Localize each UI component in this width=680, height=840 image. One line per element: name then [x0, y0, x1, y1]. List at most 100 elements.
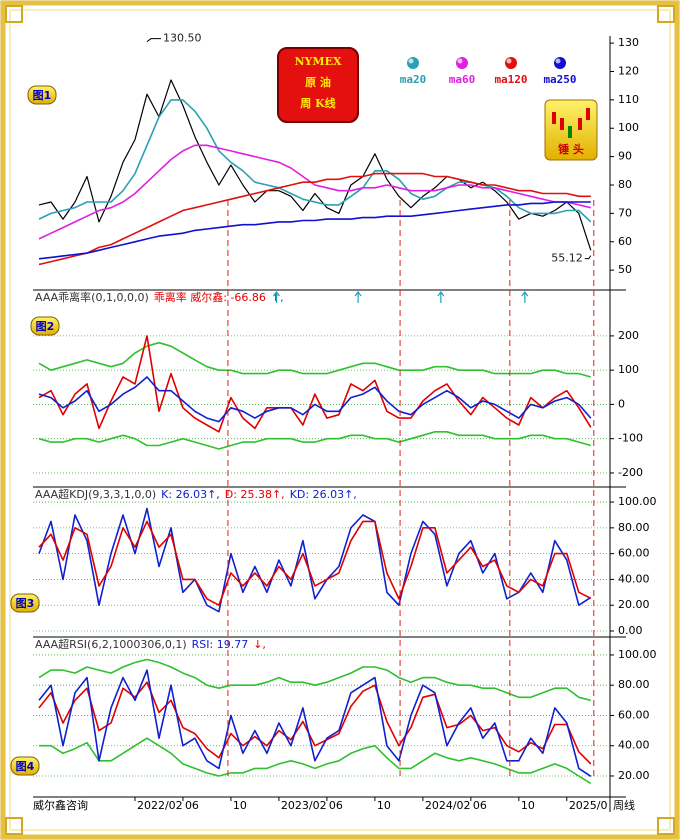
title-line: 原 油: [305, 75, 331, 89]
panel-badge: [27, 85, 57, 105]
x-tick-label: 2022/02: [137, 799, 183, 812]
y-tick-label: 40.00: [618, 739, 650, 752]
legend-label: ma250: [543, 73, 576, 86]
layer: 5060708090100110120130图1130.5055.12NYMEX…: [10, 32, 657, 812]
y-tick-label: 80.00: [618, 521, 650, 534]
header-item: KD: 26.03↑,: [290, 488, 357, 501]
series-line: [38, 669, 592, 777]
x-tick-label: 2025/0: [569, 799, 608, 812]
y-tick-label: -100: [618, 432, 643, 445]
legend-ball-shine: [457, 58, 463, 64]
x-axis-note: 周线: [613, 798, 635, 812]
legend-label: ma20: [400, 73, 427, 86]
panel-badge: [10, 756, 40, 776]
legend-ball: [505, 57, 517, 69]
icon-candle: [578, 118, 582, 130]
legend-label: ma60: [449, 73, 476, 86]
title-line: 周 K线: [300, 96, 335, 110]
series-line: [38, 431, 592, 450]
x-tick-label: 10: [521, 799, 535, 812]
series-line: [38, 201, 591, 260]
annotation-pointer: [146, 38, 161, 43]
header-item: 乖离率 威尔鑫: -66.86: [154, 290, 266, 304]
x-tick-label: 2023/02: [281, 799, 327, 812]
y-tick-label: 100: [618, 363, 639, 376]
series-line: [38, 376, 592, 423]
panel-label: 图4: [16, 760, 35, 773]
frame-inner: [9, 9, 671, 831]
x-tick-label: 10: [233, 799, 247, 812]
price-line: [38, 79, 592, 251]
y-tick-label: 100: [618, 121, 639, 134]
icon-candle: [568, 126, 572, 138]
header-name: AAA超KDJ(9,3,3,1,0,0): [35, 487, 156, 501]
panel-header: AAA乖离率(0,1,0,0,0) 乖离率 威尔鑫: -66.86 ↑,: [35, 290, 284, 304]
signal-arrow: [437, 291, 445, 303]
y-tick-label: 60.00: [618, 547, 650, 560]
y-tick-label: 20.00: [618, 598, 650, 611]
legend-ball: [407, 57, 419, 69]
panel-label: 图1: [33, 89, 52, 102]
series-line: [38, 172, 591, 266]
y-tick-label: 80.00: [618, 678, 650, 691]
panel-badge: [30, 316, 60, 336]
y-tick-label: 70: [618, 206, 632, 219]
y-tick-label: 90: [618, 150, 632, 163]
y-tick-label: 120: [618, 64, 639, 77]
panel-label: 图3: [16, 597, 35, 610]
y-tick-label: 60: [618, 235, 632, 248]
x-tick-label: 2024/02: [425, 799, 471, 812]
legend-ball: [456, 57, 468, 69]
header-name: AAA乖离率(0,1,0,0,0): [35, 290, 149, 304]
series-line: [39, 737, 592, 785]
icon-label: 锤 头: [558, 142, 584, 156]
panel-badge: [10, 593, 40, 613]
title-line: NYMEX: [294, 55, 341, 68]
signal-arrow: [354, 291, 362, 303]
header-name: AAA超RSI(6,2,1000306,0,1): [35, 637, 187, 651]
panel-label: 图2: [36, 320, 55, 333]
series-line: [38, 658, 591, 702]
series-line: [38, 335, 592, 433]
header-item: RSI: 19.77: [192, 638, 249, 651]
legend-ball-shine: [408, 58, 414, 64]
x-tick-label: 10: [377, 799, 391, 812]
corner-ornaments: [5, 5, 675, 835]
y-tick-label: 0: [618, 397, 625, 410]
y-tick-label: -200: [618, 466, 643, 479]
y-tick-label: 130: [618, 36, 639, 49]
y-tick-label: 60.00: [618, 708, 650, 721]
y-tick-label: 100.00: [618, 495, 657, 508]
y-tick-label: 100.00: [618, 648, 657, 661]
x-tick-label: 06: [329, 799, 343, 812]
title-box: [277, 47, 359, 123]
icon-candle: [552, 112, 556, 124]
panel-header: AAA超KDJ(9,3,3,1,0,0) K: 26.03↑, D: 25.38↑,…: [35, 487, 357, 501]
legend-label: ma120: [494, 73, 527, 86]
y-tick-label: 40.00: [618, 572, 650, 585]
panel-borders: [33, 36, 626, 812]
legend-ball: [554, 57, 566, 69]
x-tick-label: 06: [185, 799, 199, 812]
series-line: [38, 520, 592, 606]
header-item: ↓,: [253, 638, 266, 651]
y-tick-label: 0.00: [618, 624, 643, 637]
series-line: [38, 341, 592, 378]
legend-ball-shine: [506, 58, 512, 64]
header-item: K: 26.03↑,: [161, 488, 220, 501]
signal-arrow: [273, 291, 280, 303]
series-line: [38, 144, 591, 240]
annotation-label: 130.50: [163, 32, 202, 45]
source: 威尔鑫咨询: [33, 798, 88, 812]
y-tick-label: 20.00: [618, 769, 650, 782]
annotation-pointer: [584, 255, 592, 260]
plot-area: [33, 36, 610, 797]
signal-arrow: [521, 291, 529, 303]
annotation-label: 55.12: [551, 252, 583, 265]
panel-header: AAA超RSI(6,2,1000306,0,1) RSI: 19.77 ↓,: [35, 637, 266, 651]
header-item: D: 25.38↑,: [225, 488, 285, 501]
y-tick-label: 200: [618, 329, 639, 342]
series-line: [38, 99, 592, 223]
y-tick-label: 110: [618, 93, 639, 106]
